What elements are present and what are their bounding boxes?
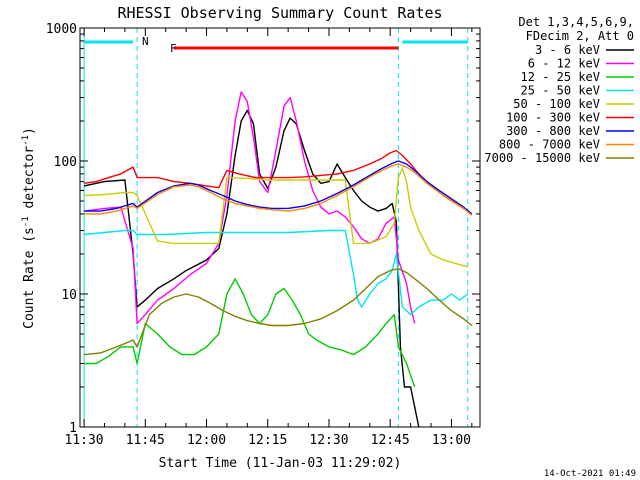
series-line-8	[84, 163, 473, 216]
x-tick-label: 12:30	[309, 433, 348, 448]
legend-label: 100 - 300 keV	[506, 111, 600, 125]
legend-label: 12 - 25 keV	[521, 70, 600, 84]
legend-label: 800 - 7000 keV	[499, 138, 600, 152]
y-tick-label: 1	[69, 421, 77, 436]
y-tick-label: 1000	[46, 22, 77, 37]
y-tick-label: 10	[61, 288, 77, 303]
y-axis-label-sup2: -1	[21, 135, 31, 146]
x-tick-label: 11:45	[126, 433, 165, 448]
y-axis-label-sup1: -1	[21, 216, 31, 227]
legend-label: 6 - 12 keV	[528, 57, 600, 71]
series-line-2	[84, 91, 416, 325]
legend-label: 7000 - 15000 keV	[484, 151, 600, 165]
x-tick-label: 12:45	[371, 433, 410, 448]
axis-ticks: 11:30 11:45 12:00 12:15 12:30 12:45 13:00 1 10 10…	[46, 22, 480, 448]
x-axis-label: Start Time (11-Jan-03 11:29:02)	[159, 456, 402, 471]
orbit-shading	[83, 28, 469, 427]
legend-header-line-2: FDecim 2, Att 0	[526, 29, 634, 43]
series-line-5	[84, 167, 468, 268]
legend-label: 300 - 800 keV	[506, 124, 600, 138]
x-tick-label: 12:15	[248, 433, 287, 448]
series-line-4	[84, 229, 469, 316]
plot-area: 11:30 11:45 12:00 12:15 12:30 12:45 13:00 1 10 10…	[46, 22, 481, 448]
y-tick-label: 100	[54, 155, 77, 170]
series-layer	[83, 91, 473, 428]
x-tick-label: 12:00	[187, 433, 226, 448]
x-tick-label: 13:00	[432, 433, 471, 448]
y-axis-label: Count Rate (s-1 detector-1)	[21, 127, 37, 329]
legend-label: 3 - 6 keV	[535, 43, 600, 57]
series-line-6	[84, 149, 469, 212]
night-label: N	[142, 35, 149, 48]
y-axis-label-end: )	[22, 127, 37, 135]
legend-label: 50 - 100 keV	[513, 97, 600, 111]
y-axis-label-main: Count Rate (s	[22, 227, 37, 329]
plot-frame	[79, 27, 481, 428]
chart-title: RHESSI Observing Summary Count Rates	[117, 4, 442, 22]
x-tick-label: 11:30	[65, 433, 104, 448]
legend-label: 25 - 50 keV	[521, 84, 600, 98]
series-line-1	[83, 109, 420, 428]
legend-header-line-1: Det 1,3,4,5,6,9,	[518, 15, 634, 29]
series-line-9	[84, 268, 473, 356]
legend: Det 1,3,4,5,6,9, FDecim 2, Att 0 3 - 6 k…	[484, 15, 634, 165]
y-axis-label-mid: detector	[22, 146, 37, 217]
footer-timestamp: 14-Oct-2021 01:49	[544, 469, 636, 479]
flare-label: F	[170, 42, 177, 55]
series-line-7	[84, 160, 473, 215]
